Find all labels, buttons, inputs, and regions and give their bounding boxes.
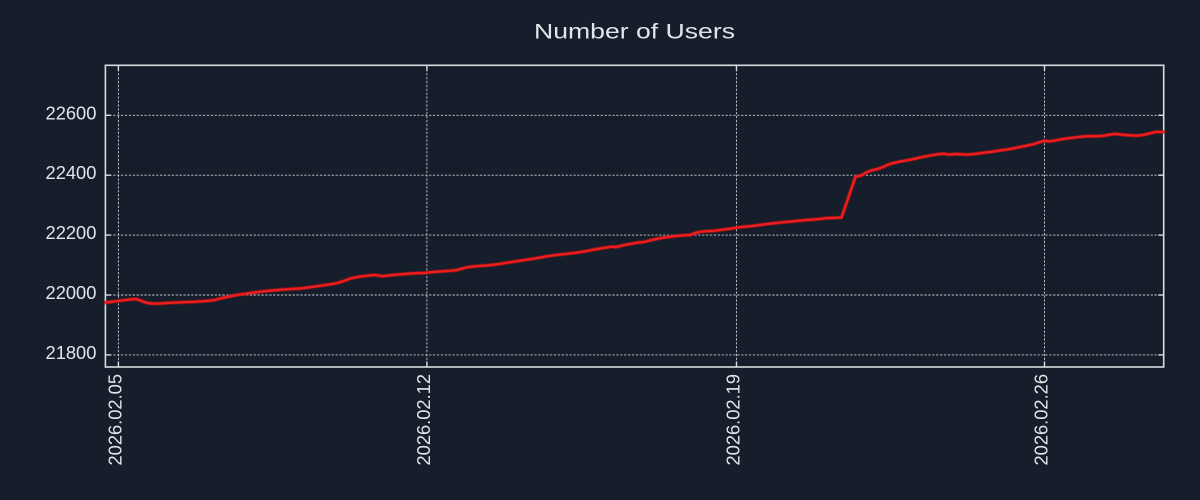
svg-text:2026.02.19: 2026.02.19 — [723, 374, 744, 466]
svg-text:22200: 22200 — [46, 222, 97, 243]
svg-text:22600: 22600 — [46, 102, 97, 123]
svg-text:2026.02.26: 2026.02.26 — [1031, 374, 1052, 466]
svg-text:22400: 22400 — [46, 162, 97, 183]
svg-text:2026.02.05: 2026.02.05 — [105, 374, 126, 466]
svg-text:2026.02.12: 2026.02.12 — [413, 374, 434, 466]
svg-text:Number of Users: Number of Users — [534, 20, 735, 44]
svg-text:21800: 21800 — [46, 342, 97, 363]
svg-text:22000: 22000 — [46, 282, 97, 303]
